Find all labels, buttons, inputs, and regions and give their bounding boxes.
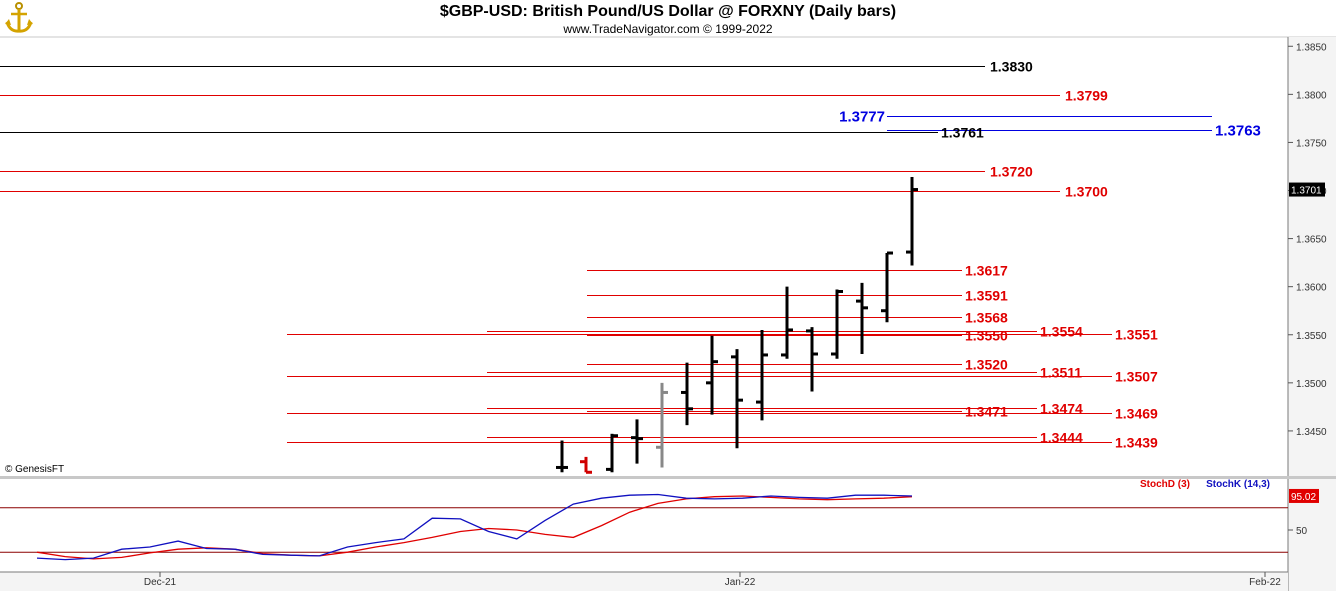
level-label-1-3520: 1.3520 [965, 357, 1008, 373]
date-tick-label: Jan-22 [725, 577, 756, 588]
stoch-series-line [36, 493, 913, 561]
ohlc-bar [631, 419, 643, 464]
ohlc-bar [781, 286, 793, 359]
ohlc-bar [831, 289, 843, 359]
level-label-1-3474: 1.3474 [1040, 401, 1083, 417]
level-label-1-3700: 1.3700 [1065, 184, 1108, 200]
panel-divider[interactable] [0, 476, 1336, 479]
level-label-1-3507: 1.3507 [1115, 369, 1158, 385]
copyright-label: © GenesisFT [5, 464, 64, 475]
price-tick-label: 1.3500 [1296, 379, 1327, 390]
level-label-1-3777: 1.3777 [839, 109, 885, 126]
level-label-1-3568: 1.3568 [965, 310, 1008, 326]
level-label-1-3591: 1.3591 [965, 288, 1008, 304]
level-label-1-3830: 1.3830 [990, 59, 1033, 75]
level-label-1-3551: 1.3551 [1115, 327, 1158, 343]
level-label-1-3799: 1.3799 [1065, 88, 1108, 104]
level-label-1-3550: 1.3550 [965, 328, 1008, 344]
price-axis-panel [1288, 37, 1336, 591]
ohlc-bar [606, 433, 618, 473]
price-tick-label: 1.3600 [1296, 283, 1327, 294]
chart-title: $GBP-USD: British Pound/US Dollar @ FORX… [439, 3, 897, 20]
level-label-1-3761: 1.3761 [941, 125, 984, 141]
ohlc-bar [906, 177, 918, 266]
price-axis: 1.38501.38001.37501.37001.36501.36001.35… [1288, 42, 1327, 438]
date-axis: Dec-21 Jan-22 Feb-22 [144, 572, 1281, 588]
level-label-1-3439: 1.3439 [1115, 435, 1158, 451]
level-label-1-3554: 1.3554 [1040, 324, 1083, 340]
stoch-current-box [1289, 488, 1319, 503]
level-label-1-3720: 1.3720 [990, 164, 1033, 180]
ohlc-bar [656, 382, 668, 468]
price-tick-label: 1.3550 [1296, 331, 1327, 342]
ohlc-bar [580, 456, 592, 474]
stoch-current-label: 95.02 [1291, 492, 1316, 503]
level-label-1-3471: 1.3471 [965, 404, 1008, 420]
ohlc-bar [556, 440, 568, 473]
date-tick-label: Dec-21 [144, 577, 177, 588]
stoch-series-line [36, 495, 913, 560]
stoch-tick-label: 50 [1296, 526, 1308, 537]
level-label-1-3511: 1.3511 [1040, 365, 1082, 381]
ohlc-bar [756, 329, 768, 421]
level-label-1-3444: 1.3444 [1040, 430, 1083, 446]
ohlc-bar [881, 251, 893, 323]
ohlc-bar [856, 282, 868, 354]
stoch-legend-item: StochD (3) [1140, 479, 1190, 490]
price-tick-label: 1.3650 [1296, 235, 1327, 246]
stoch-legend-item: StochK (14,3) [1206, 479, 1270, 490]
ohlc-bar [806, 327, 818, 392]
level-label-1-3469: 1.3469 [1115, 406, 1158, 422]
date-axis-panel [0, 572, 1288, 591]
current-price-box [1289, 182, 1325, 197]
stochastics-panel: 50 StochD (3) StochK (14,3) 95.02 [0, 479, 1319, 561]
ohlc-bar [681, 362, 693, 426]
ohlc-bar [706, 335, 718, 415]
anchor-logo-icon [5, 2, 33, 33]
ohlc-bar [731, 349, 743, 449]
date-tick-label: Feb-22 [1249, 577, 1281, 588]
ohlc-bars [556, 177, 918, 474]
price-tick-label: 1.3750 [1296, 138, 1327, 149]
level-label-1-3617: 1.3617 [965, 263, 1008, 279]
current-price-label: 1.3701 [1291, 186, 1322, 197]
price-tick-label: 1.3800 [1296, 90, 1327, 101]
price-levels: 1.3830 1.3799 1.3777 1.3763 1.3761 1.3720 1.37… [0, 59, 1261, 451]
level-label-1-3763: 1.3763 [1215, 123, 1261, 140]
price-tick-label: 1.3850 [1296, 42, 1327, 53]
price-tick-label: 1.3450 [1296, 427, 1327, 438]
chart-subtitle: www.TradeNavigator.com © 1999-2022 [563, 22, 773, 36]
